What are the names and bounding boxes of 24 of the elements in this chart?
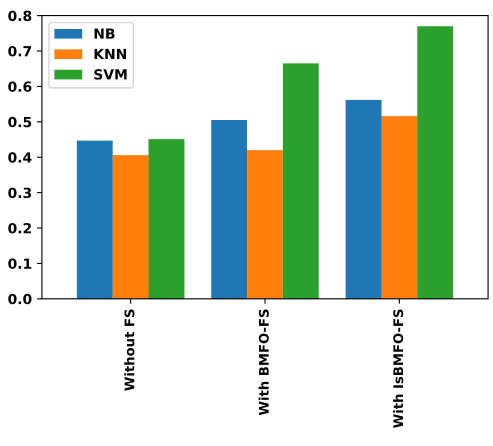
- bar: [381, 116, 418, 299]
- y-tick-label: 0.1: [8, 258, 32, 269]
- y-tick-label: 0.0: [8, 294, 32, 304]
- y-tick-label: 0.3: [8, 188, 32, 198]
- bar: [346, 100, 382, 299]
- bar: [211, 120, 248, 299]
- y-tick-label: 0.4: [8, 152, 32, 163]
- legend-label: KNN: [94, 48, 126, 60]
- legend-label: SVM: [94, 69, 127, 80]
- bar: [112, 155, 149, 299]
- bar: [417, 26, 454, 299]
- y-tick-label: 0.7: [8, 46, 32, 56]
- x-tick-label: Without FS: [124, 310, 134, 391]
- y-tick-label: 0.6: [8, 81, 32, 92]
- bar: [148, 139, 184, 299]
- y-tick-label: 0.8: [8, 10, 32, 22]
- bar: [282, 63, 319, 299]
- legend-label: NB: [94, 28, 115, 39]
- x-tick-label: With IsBMFO-FS: [392, 310, 404, 428]
- y-tick-label: 0.5: [8, 116, 32, 128]
- bar: [247, 150, 283, 299]
- y-tick-label: 0.2: [8, 222, 31, 234]
- bar: [76, 140, 113, 299]
- x-tick-label: With BMFO-FS: [258, 310, 269, 416]
